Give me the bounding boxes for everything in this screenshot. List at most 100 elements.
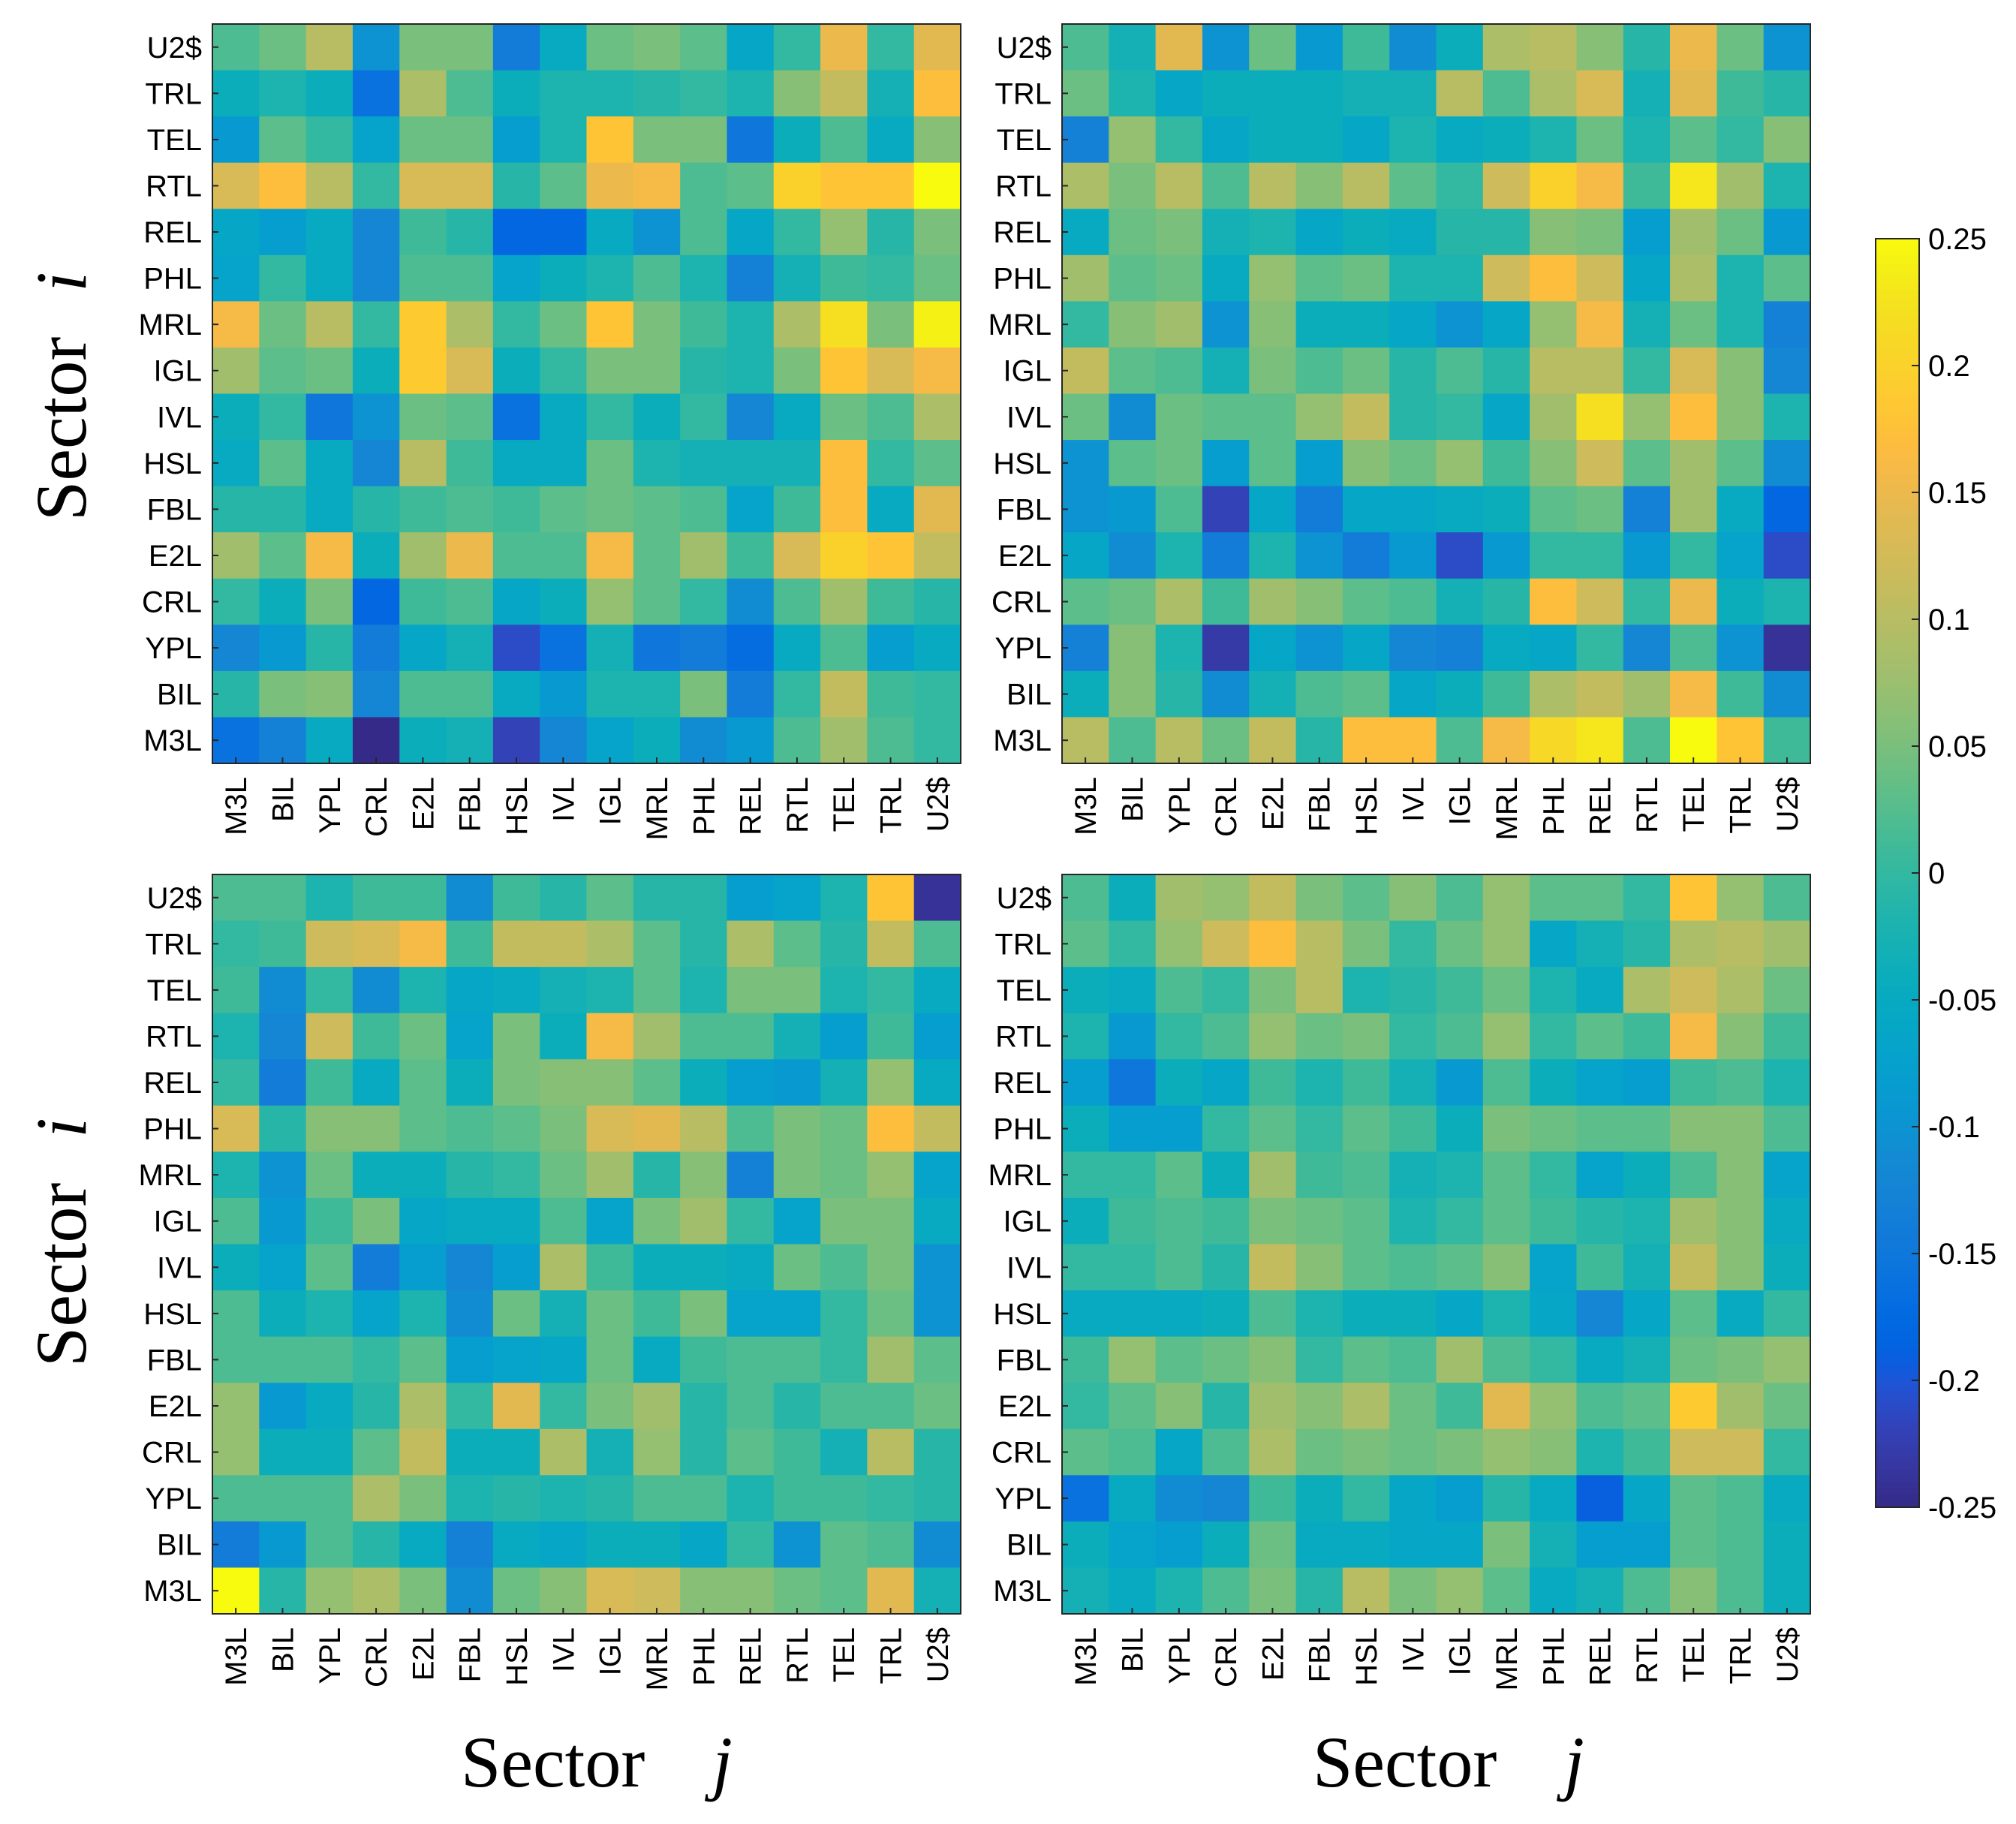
heatmap-cell [680,670,728,718]
heatmap-cell [1249,301,1297,348]
x-tick-label: IVL [547,1627,580,1672]
heatmap-cell [1062,1290,1109,1338]
heatmap-cell [1436,625,1484,672]
heatmap-cell [1389,162,1437,209]
heatmap-cell [727,1383,775,1430]
colorbar-swatch [1876,1000,1919,1007]
heatmap-cell [1295,1475,1343,1522]
heatmap-cell [1670,70,1717,117]
heatmap-cell [867,209,915,256]
heatmap-cell [492,440,540,487]
heatmap-cell [1763,486,1811,533]
heatmap-cell [1202,1059,1250,1106]
x-tick-label: CRL [360,1627,393,1687]
heatmap-cell [1202,209,1250,256]
heatmap-cell [399,1475,447,1522]
heatmap-cell [1295,393,1343,441]
heatmap-cell [446,1059,494,1106]
x-tick-label: E2L [1256,777,1289,830]
heatmap-cell [1389,532,1437,579]
heatmap-cell [1763,301,1811,348]
heatmap-cell [1062,578,1109,625]
heatmap-cell [212,1290,260,1338]
y-tick-label: U2$ [147,32,202,65]
heatmap-cell [727,1197,775,1245]
heatmap-cell [1763,70,1811,117]
heatmap-cell [1530,1521,1578,1569]
heatmap-cell [305,1521,354,1569]
heatmap-cell [913,440,961,487]
heatmap-cell [399,393,447,441]
colorbar-swatch [1876,1437,1919,1445]
heatmap-cell [1482,578,1530,625]
heatmap-cell [1249,874,1297,922]
heatmap-cell [259,1521,307,1569]
heatmap-cell [1530,486,1578,533]
heatmap-cell [820,347,868,395]
heatmap-cell [1482,486,1530,533]
colorbar-swatch [1876,936,1919,944]
heatmap-cell [1109,1428,1157,1476]
heatmap-cell [1342,874,1390,922]
heatmap-cell [1763,347,1811,395]
heatmap-cell [913,209,961,256]
heatmap-cell [352,1383,400,1430]
heatmap-cell [1717,625,1765,672]
heatmap-cell [867,301,915,348]
heatmap-cell [1717,1475,1765,1522]
colorbar-swatch [1876,619,1919,627]
colorbar-swatch [1876,1291,1919,1299]
heatmap-cell [305,209,354,256]
heatmap-cell [727,162,775,209]
heatmap-cell [913,1059,961,1106]
colorbar-swatch [1876,904,1919,912]
heatmap-cell [540,347,588,395]
heatmap-cell [820,532,868,579]
y-tick-label: E2L [998,1390,1052,1423]
heatmap-cell [492,254,540,302]
heatmap-cell [867,1383,915,1430]
heatmap-cell [1436,209,1484,256]
heatmap-cell [259,1336,307,1383]
heatmap-cell [1530,1383,1578,1430]
heatmap-cell [540,24,588,71]
heatmap-cell [1249,1428,1297,1476]
heatmap-cell [773,578,821,625]
colorbar-swatch [1876,1171,1919,1178]
heatmap-cell [867,1567,915,1615]
colorbar-swatch [1876,625,1919,633]
colorbar-swatch [1876,708,1919,715]
heatmap-cell [727,920,775,968]
heatmap-cell [1062,1244,1109,1291]
x-tick-label: BIL [1116,777,1149,822]
heatmap-cell [1482,1567,1530,1615]
heatmap-cell [1249,1151,1297,1199]
heatmap-cell [1717,1428,1765,1476]
colorbar-swatch [1876,1494,1919,1502]
colorbar-swatch [1876,1412,1919,1419]
heatmap-cell [727,486,775,533]
heatmap-cell [1717,670,1765,718]
heatmap-cell [773,486,821,533]
heatmap-cell [259,1105,307,1152]
heatmap-cell [680,70,728,117]
heatmap-cell [586,254,634,302]
heatmap-cell [1062,347,1109,395]
x-axis-title-right-word: Sector [1313,1722,1497,1802]
heatmap-cell [1295,254,1343,302]
heatmap-cell [913,1383,961,1430]
colorbar-swatch [1876,1050,1919,1058]
heatmap-cell [1155,1013,1203,1060]
colorbar-swatch [1876,733,1919,741]
heatmap-cell [1576,440,1624,487]
colorbar-swatch [1876,302,1919,309]
heatmap-cell [1109,24,1157,71]
colorbar-swatch [1876,1278,1919,1287]
y-tick-label: PHL [993,1113,1052,1146]
heatmap-cell [680,625,728,672]
colorbar-swatch [1876,333,1919,341]
colorbar-tick-label: 0.25 [1928,223,1987,256]
heatmap-cell [1202,1290,1250,1338]
heatmap-cell [1109,578,1157,625]
heatmap-cell [1623,24,1671,71]
